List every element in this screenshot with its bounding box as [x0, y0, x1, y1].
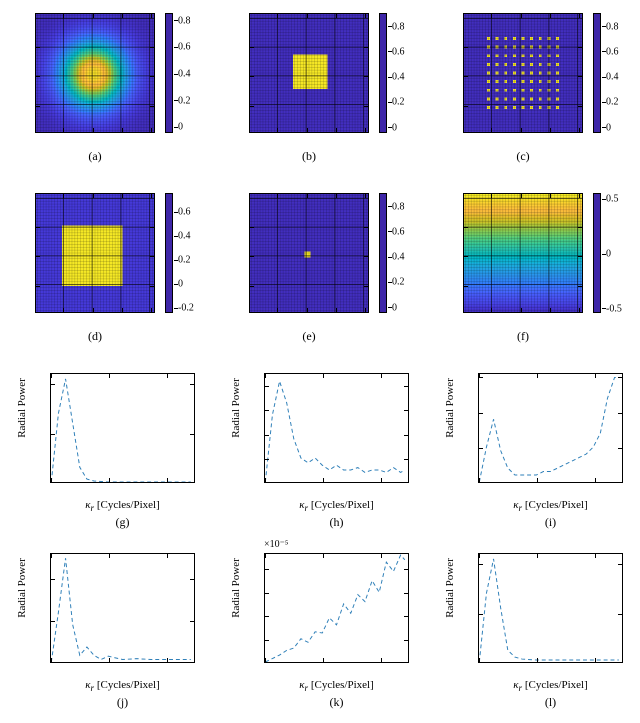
colorbar: 00.20.40.60.8 [165, 13, 173, 133]
colorbar-tick-label: 0.5 [606, 194, 619, 205]
line-panel: 00.20.400.050.1κr [Cycles/Pixel]Radial P… [50, 553, 225, 723]
axes: 10203040102030 [35, 13, 155, 133]
subplot-caption: (f) [463, 329, 583, 344]
colorbar: 00.20.40.60.8 [379, 13, 387, 133]
axes: 10203040102030 [463, 13, 583, 133]
colorbar: 00.20.40.60.8 [593, 13, 601, 133]
colorbar-tick-label: 0.6 [392, 46, 405, 57]
line-panel: 00.20.400.010.020.030.04 κr [Cycles/Pixel… [264, 373, 439, 543]
heatmap-panel: 1020304010203000.20.40.60.8(a) [35, 13, 215, 183]
heatmap-panel: 10203040102030-0.500.5(f) [463, 193, 640, 363]
subplot-caption: (g) [50, 515, 195, 530]
axes: 10203040102030 [463, 193, 583, 313]
y-axis-label: Radial Power [444, 533, 456, 643]
colorbar-tick-label: 0.2 [178, 95, 191, 106]
colorbar-tick-label: 0.2 [392, 277, 405, 288]
x-axis-label: κr [Cycles/Pixel] [264, 679, 409, 693]
y-axis-label: Radial Power [230, 533, 242, 643]
grid [464, 14, 582, 132]
colorbar-tick-label: -0.2 [178, 303, 194, 314]
colorbar-tick-label: 0.4 [392, 252, 405, 263]
series-line [265, 554, 408, 662]
colorbar-tick-label: 0 [606, 249, 611, 260]
colorbar-tick-label: 0.4 [178, 69, 191, 80]
axes: 00.20.400.050.1 [50, 373, 195, 483]
y-axis-label: Radial Power [16, 533, 28, 643]
x-axis-label: κr [Cycles/Pixel] [264, 499, 409, 513]
colorbar-tick-label: 0.2 [178, 255, 191, 266]
colorbar-tick-label: 0 [178, 122, 183, 133]
heatmap-panel: 1020304010203000.20.40.60.8(c) [463, 13, 640, 183]
colorbar-tick-label: 0.6 [178, 207, 191, 218]
heatmap-panel: 1020304010203000.20.40.60.8(b) [249, 13, 429, 183]
colorbar-tick-label: 0.6 [606, 46, 619, 57]
subplot-caption: (l) [478, 695, 623, 710]
heatmap-panel: 10203040102030-0.200.20.40.6(d) [35, 193, 215, 363]
subplot-caption: (j) [50, 695, 195, 710]
grid [36, 14, 154, 132]
axes: 00.20.400.050.1 [478, 553, 623, 663]
figure-root: 1020304010203000.20.40.60.8(a)1020304010… [0, 0, 640, 723]
series-line [51, 374, 194, 482]
axes: 10203040102030 [35, 193, 155, 313]
subplot-caption: (a) [35, 149, 155, 164]
colorbar-tick-label: 0.8 [392, 21, 405, 32]
colorbar-tick-label: 0.8 [392, 201, 405, 212]
y-axis-label: Radial Power [16, 353, 28, 463]
colorbar-tick-label: 0.4 [392, 72, 405, 83]
x-axis-label: κr [Cycles/Pixel] [50, 499, 195, 513]
subplot-caption: (b) [249, 149, 369, 164]
x-axis-label: κr [Cycles/Pixel] [478, 679, 623, 693]
y-axis-label: Radial Power [230, 353, 242, 463]
axes: 00.20.402468 [264, 553, 409, 663]
colorbar-tick-label: 0.6 [392, 226, 405, 237]
colorbar-tick-label: -0.5 [606, 303, 622, 314]
subplot-caption: (i) [478, 515, 623, 530]
grid [250, 14, 368, 132]
colorbar-tick-label: 0.4 [178, 231, 191, 242]
axes: 00.20.400.050.1 [50, 553, 195, 663]
colorbar: -0.500.5 [593, 193, 601, 313]
series-line [479, 554, 622, 662]
colorbar-tick-label: 0.8 [178, 15, 191, 26]
line-panel: 00.20.400.050.1κr [Cycles/Pixel]Radial P… [50, 373, 225, 543]
colorbar-tick-label: 0 [606, 122, 611, 133]
subplot-caption: (d) [35, 329, 155, 344]
grid [36, 194, 154, 312]
subplot-caption: (c) [463, 149, 583, 164]
colorbar-tick-label: 0 [178, 279, 183, 290]
line-panel: 00.20.400.050.1κr [Cycles/Pixel]Radial P… [478, 553, 640, 723]
x-axis-label: κr [Cycles/Pixel] [478, 499, 623, 513]
y-exponent: ×10⁻⁵ [264, 539, 288, 550]
subplot-caption: (e) [249, 329, 369, 344]
colorbar: 00.20.40.60.8 [379, 193, 387, 313]
axes: 00.20.400.010.020.030.04 [264, 373, 409, 483]
colorbar-tick-label: 0 [392, 302, 397, 313]
subplot-caption: (k) [264, 695, 409, 710]
heatmap-panel: 1020304010203000.20.40.60.8(e) [249, 193, 429, 363]
x-axis-label: κr [Cycles/Pixel] [50, 679, 195, 693]
colorbar-tick-label: 0.8 [606, 21, 619, 32]
axes: 00.20.400.010.020.03 [478, 373, 623, 483]
colorbar-tick-label: 0.2 [606, 97, 619, 108]
colorbar-tick-label: 0.6 [178, 42, 191, 53]
series-line [265, 374, 408, 482]
line-panel: 00.20.402468×10⁻⁵κr [Cycles/Pixel]Radial… [264, 553, 439, 723]
colorbar-tick-label: 0.4 [606, 72, 619, 83]
colorbar-tick-label: 0.2 [392, 97, 405, 108]
colorbar-tick-label: 0 [392, 122, 397, 133]
y-axis-label: Radial Power [444, 353, 456, 463]
axes: 10203040102030 [249, 193, 369, 313]
axes: 10203040102030 [249, 13, 369, 133]
grid [250, 194, 368, 312]
series-line [51, 554, 194, 662]
colorbar: -0.200.20.40.6 [165, 193, 173, 313]
line-panel: 00.20.400.010.020.03κr [Cycles/Pixel]Rad… [478, 373, 640, 543]
grid [464, 194, 582, 312]
series-line [479, 374, 622, 482]
subplot-caption: (h) [264, 515, 409, 530]
